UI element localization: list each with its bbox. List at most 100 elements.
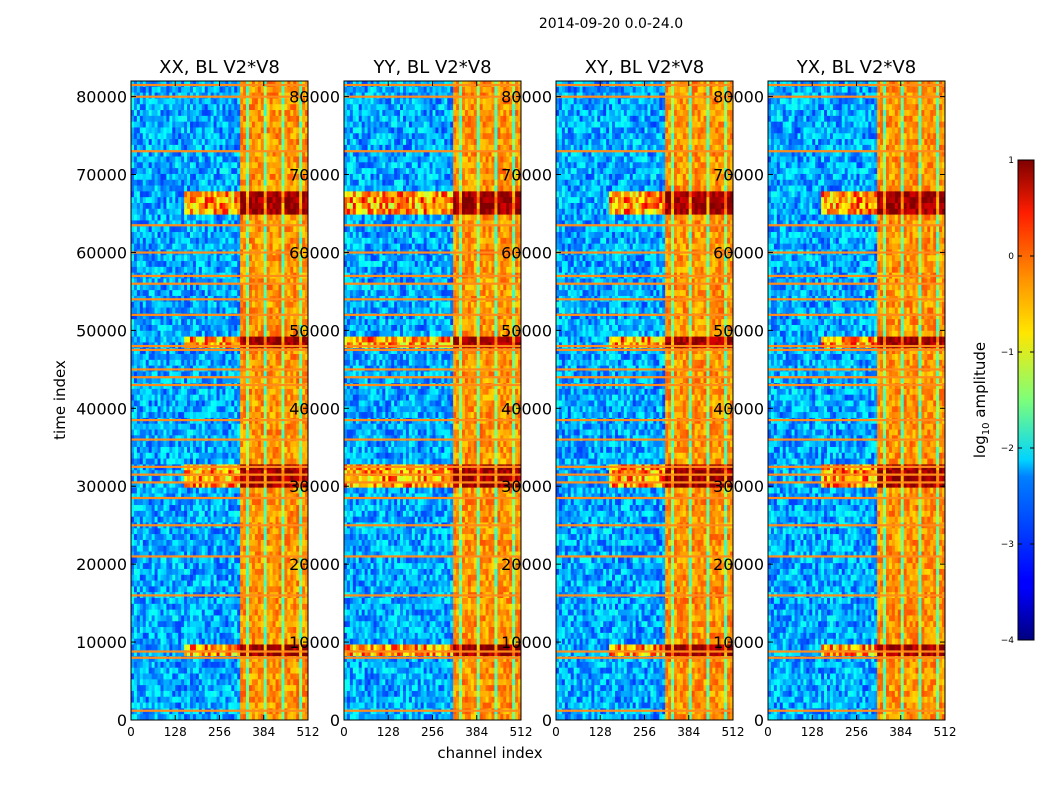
heatmap-cell bbox=[166, 453, 169, 459]
heatmap-cell bbox=[163, 308, 166, 314]
heatmap-cell bbox=[270, 238, 273, 244]
heatmap-cell bbox=[276, 447, 279, 453]
heatmap-cell bbox=[202, 395, 205, 401]
heatmap-cell bbox=[279, 302, 282, 308]
heatmap-cell bbox=[279, 505, 282, 511]
heatmap-cell bbox=[178, 180, 181, 186]
heatmap-cell bbox=[267, 232, 270, 238]
heatmap-cell bbox=[196, 110, 199, 116]
heatmap-cell bbox=[252, 488, 255, 494]
heatmap-cell bbox=[296, 226, 299, 232]
heatmap-cell bbox=[225, 127, 228, 133]
heatmap-cell bbox=[146, 186, 149, 192]
heatmap-cell bbox=[155, 139, 158, 145]
heatmap-cell bbox=[137, 215, 140, 221]
heatmap-cell bbox=[293, 139, 296, 145]
heatmap-cell bbox=[258, 98, 261, 104]
heatmap-cell bbox=[140, 557, 143, 563]
heatmap-cell bbox=[205, 267, 208, 273]
heatmap-cell bbox=[240, 255, 243, 261]
heatmap-cell bbox=[184, 186, 187, 192]
heatmap-cell bbox=[181, 488, 184, 494]
heatmap-cell bbox=[181, 238, 184, 244]
heatmap-cell bbox=[240, 104, 243, 110]
heatmap-cell bbox=[190, 441, 193, 447]
heatmap-cell bbox=[273, 325, 276, 331]
heatmap-cell bbox=[134, 168, 137, 174]
heatmap-cell bbox=[137, 453, 140, 459]
heatmap-cell bbox=[243, 476, 246, 482]
heatmap-cell bbox=[228, 104, 231, 110]
heatmap-cell bbox=[273, 453, 276, 459]
heatmap-cell bbox=[234, 122, 237, 128]
heatmap-cell bbox=[270, 308, 273, 314]
heatmap-cell bbox=[196, 412, 199, 418]
heatmap-cell bbox=[199, 139, 202, 145]
heatmap-cell bbox=[190, 488, 193, 494]
heatmap-cell bbox=[243, 499, 246, 505]
heatmap-cell bbox=[181, 441, 184, 447]
heatmap-cell bbox=[193, 511, 196, 517]
heatmap-cell bbox=[261, 325, 264, 331]
heatmap-cell bbox=[196, 87, 199, 93]
heatmap-cell bbox=[149, 459, 152, 465]
heatmap-cell bbox=[172, 255, 175, 261]
heatmap-cell bbox=[178, 488, 181, 494]
heatmap-cell bbox=[137, 499, 140, 505]
heatmap-cell bbox=[293, 302, 296, 308]
heatmap-cell bbox=[193, 395, 196, 401]
heatmap-cell bbox=[302, 203, 305, 209]
heatmap-cell bbox=[249, 360, 252, 366]
heatmap-cell bbox=[258, 191, 261, 197]
heatmap-cell bbox=[146, 290, 149, 296]
heatmap-cell bbox=[172, 319, 175, 325]
heatmap-cell bbox=[175, 139, 178, 145]
heatmap-cell bbox=[252, 325, 255, 331]
heatmap-cell bbox=[146, 110, 149, 116]
heatmap-cell bbox=[225, 354, 228, 360]
heatmap-cell bbox=[249, 284, 252, 290]
heatmap-cell bbox=[225, 98, 228, 104]
heatmap-cell bbox=[161, 453, 164, 459]
heatmap-cell bbox=[217, 238, 220, 244]
heatmap-cell bbox=[299, 116, 302, 122]
heatmap-cell bbox=[202, 110, 205, 116]
heatmap-cell bbox=[237, 290, 240, 296]
heatmap-cell bbox=[231, 157, 234, 163]
heatmap-cell bbox=[175, 261, 178, 267]
heatmap-cell bbox=[243, 267, 246, 273]
heatmap-cell bbox=[190, 98, 193, 104]
heatmap-cell bbox=[240, 174, 243, 180]
heatmap-cell bbox=[178, 325, 181, 331]
heatmap-cell bbox=[163, 127, 166, 133]
heatmap-cell bbox=[169, 406, 172, 412]
heatmap-cell bbox=[134, 162, 137, 168]
heatmap-cell bbox=[243, 360, 246, 366]
heatmap-cell bbox=[158, 453, 161, 459]
heatmap-cell bbox=[267, 110, 270, 116]
heatmap-cell bbox=[258, 546, 261, 552]
heatmap-cell bbox=[190, 499, 193, 505]
heatmap-cell bbox=[187, 238, 190, 244]
heatmap-cell bbox=[137, 395, 140, 401]
heatmap-cell bbox=[225, 453, 228, 459]
heatmap-cell bbox=[299, 139, 302, 145]
heatmap-cell bbox=[214, 488, 217, 494]
heatmap-cell bbox=[267, 226, 270, 232]
heatmap-cell bbox=[217, 139, 220, 145]
heatmap-cell bbox=[140, 104, 143, 110]
heatmap-cell bbox=[225, 499, 228, 505]
heatmap-cell bbox=[222, 116, 225, 122]
heatmap-cell bbox=[243, 308, 246, 314]
heatmap-cell bbox=[217, 488, 220, 494]
heatmap-cell bbox=[240, 284, 243, 290]
heatmap-cell bbox=[152, 122, 155, 128]
heatmap-cell bbox=[184, 133, 187, 139]
heatmap-cell bbox=[231, 459, 234, 465]
heatmap-cell bbox=[134, 406, 137, 412]
heatmap-cell bbox=[222, 203, 225, 209]
heatmap-cell bbox=[146, 267, 149, 273]
heatmap-cell bbox=[237, 232, 240, 238]
heatmap-cell bbox=[211, 238, 214, 244]
heatmap-cell bbox=[184, 232, 187, 238]
